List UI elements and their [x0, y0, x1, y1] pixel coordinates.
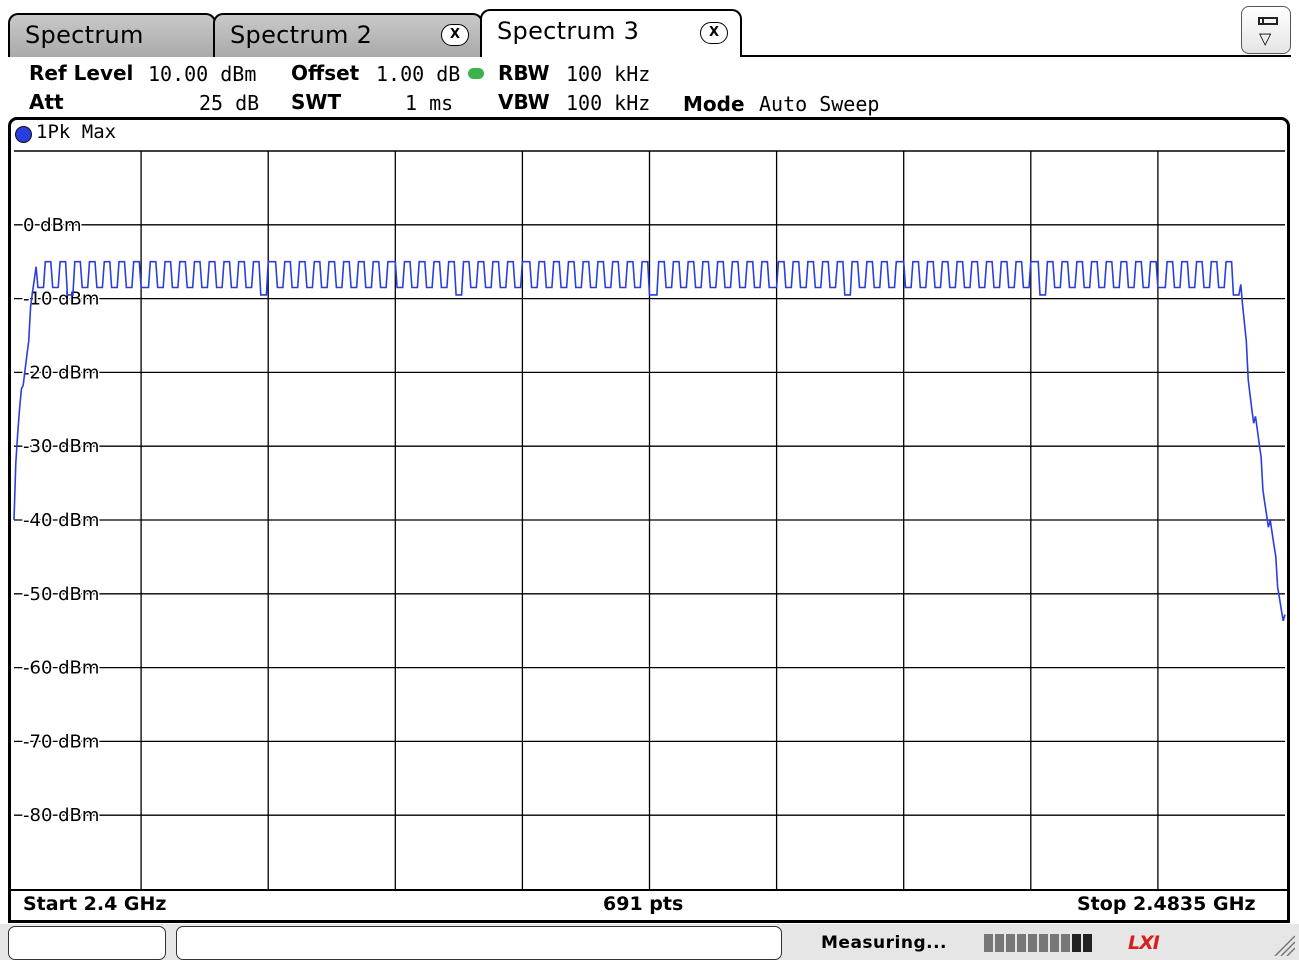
y-tick-label: 0 dBm	[23, 215, 81, 236]
close-tab-icon[interactable]: X	[700, 22, 728, 44]
mode-label: Mode	[683, 92, 745, 116]
tab-spectrum[interactable]: Spectrum	[8, 13, 216, 57]
rbw-label: RBW	[498, 61, 550, 85]
att-label: Att	[29, 90, 64, 114]
status-field-2	[176, 926, 782, 960]
resize-grip-icon[interactable]	[1271, 932, 1295, 956]
y-tick-label: -20 dBm	[23, 362, 99, 383]
trace-label[interactable]: 1Pk Max	[36, 121, 117, 143]
swt-label: SWT	[291, 90, 342, 114]
dropdown-triangle-icon: ▽	[1259, 29, 1272, 48]
stop-frequency[interactable]: Stop 2.4835 GHz	[1077, 893, 1256, 915]
y-tick-label: -10 dBm	[23, 289, 99, 310]
y-tick-label: -40 dBm	[23, 510, 99, 531]
vbw-value[interactable]: 100 kHz	[566, 91, 651, 115]
trace-group	[13, 260, 1286, 622]
tab-bar-baseline	[740, 55, 1291, 57]
tab-bar: Spectrum Spectrum 2 X Spectrum 3 X ▽	[0, 0, 1299, 58]
vbw-label: VBW	[498, 90, 550, 114]
y-tick-label: -80 dBm	[23, 805, 99, 826]
status-ok-indicator	[468, 68, 484, 79]
window-layout-icon	[1258, 17, 1278, 25]
offset-label: Offset	[291, 61, 360, 85]
sweep-points[interactable]: 691 pts	[603, 893, 684, 915]
swt-value[interactable]: 1 ms	[405, 91, 454, 115]
plot-grid	[14, 150, 1285, 889]
mode-value[interactable]: Auto Sweep	[759, 92, 880, 116]
rbw-value[interactable]: 100 kHz	[566, 62, 651, 86]
trace-color-icon	[15, 126, 32, 143]
offset-value[interactable]: 1.00 dB	[376, 62, 461, 86]
tab-label: Spectrum 2	[230, 21, 373, 49]
tab-spectrum-3[interactable]: Spectrum 3 X	[480, 9, 742, 57]
display-menu-button[interactable]: ▽	[1241, 6, 1291, 54]
status-bar	[0, 924, 1299, 960]
tab-label: Spectrum 3	[497, 17, 640, 45]
lxi-logo-icon: LXI	[1128, 932, 1160, 954]
tab-label: Spectrum	[25, 21, 144, 49]
close-tab-icon[interactable]: X	[441, 24, 469, 46]
att-value[interactable]: 25 dB	[199, 91, 260, 115]
y-tick-label: -50 dBm	[23, 584, 99, 605]
y-tick-label: -60 dBm	[23, 658, 99, 679]
footer-divider	[11, 889, 1287, 891]
y-tick-label: -70 dBm	[23, 731, 99, 752]
sweep-progress-icon	[984, 934, 1114, 952]
y-tick-label: -30 dBm	[23, 436, 99, 457]
trace-1-line	[13, 260, 1286, 622]
ref-level-value[interactable]: 10.00 dBm	[148, 62, 257, 86]
start-frequency[interactable]: Start 2.4 GHz	[23, 893, 167, 915]
ref-level-label: Ref Level	[29, 61, 134, 85]
status-field-1	[8, 926, 166, 960]
y-axis-labels: 0 dBm -10 dBm -20 dBm -30 dBm -40 dBm -50 dBm…	[22, 213, 101, 827]
measuring-status: Measuring...	[821, 933, 947, 953]
